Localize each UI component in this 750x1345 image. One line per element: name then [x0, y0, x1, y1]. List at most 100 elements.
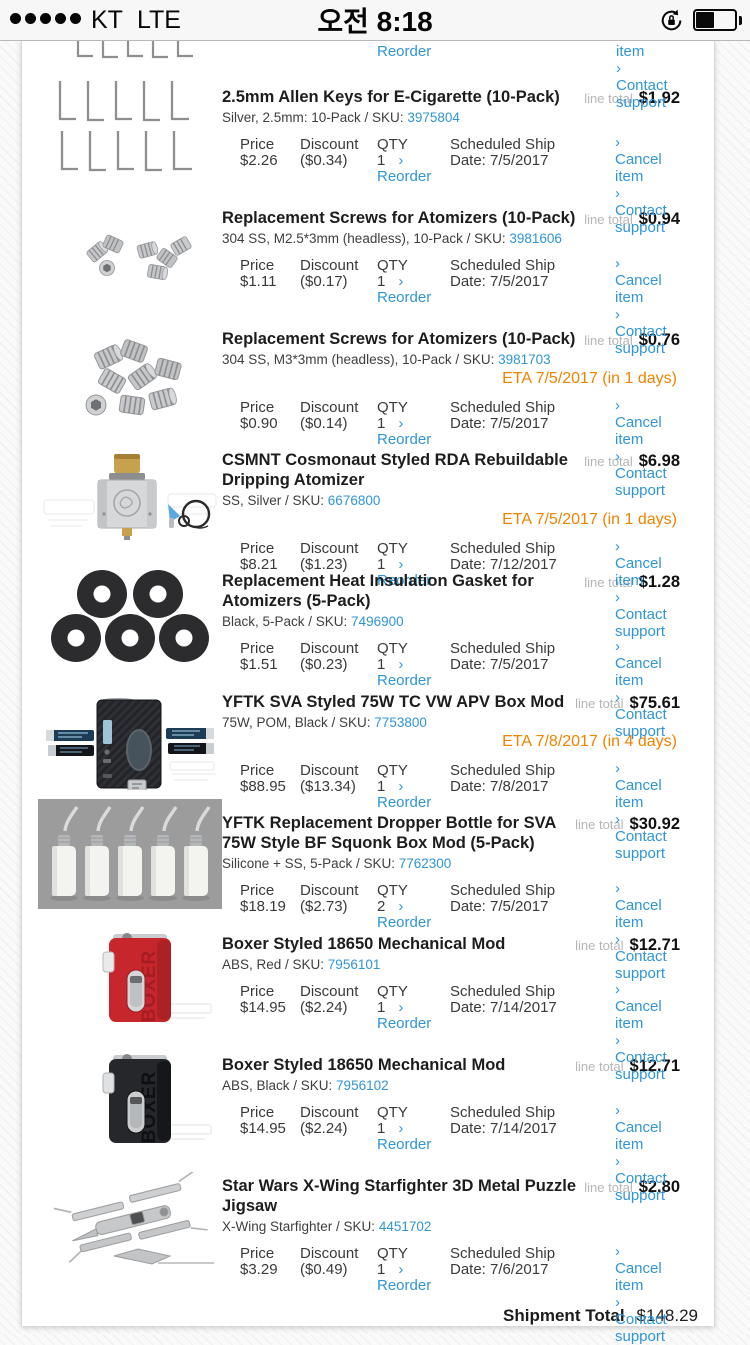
price-value: $14.95 — [240, 999, 286, 1016]
product-image[interactable] — [38, 450, 222, 571]
product-image[interactable] — [38, 329, 222, 450]
qty-chevron-icon[interactable]: › — [398, 1120, 404, 1137]
price-row: Price $1.51 Discount ($0.23) QTY 1 › Reor… — [222, 638, 667, 740]
line-total-value: $1.92 — [638, 89, 680, 107]
product-image[interactable] — [38, 570, 222, 692]
item-actions: › Cancel item › Contact support — [615, 255, 693, 357]
qty-chevron-icon[interactable]: › — [398, 273, 404, 290]
ship-date-prefix: Date: — [450, 656, 486, 673]
qty-chevron-icon[interactable]: › — [398, 999, 404, 1016]
reorder-link[interactable]: Reorder — [377, 1136, 432, 1153]
order-items-panel: Reorder item › Contact support 2.5mm All… — [21, 40, 715, 1345]
qty-chevron-icon[interactable]: › — [398, 1261, 404, 1278]
cancel-item-link[interactable]: Cancel item — [615, 998, 662, 1032]
contact-support-link[interactable]: Contact support — [615, 465, 667, 499]
sku-link[interactable]: 6676800 — [327, 493, 381, 508]
reorder-link[interactable]: Reorder — [377, 1277, 432, 1294]
sku-link[interactable]: 3981703 — [498, 352, 551, 367]
product-image[interactable] — [38, 799, 222, 934]
partial-item-top: Reorder item › Contact support — [38, 41, 698, 111]
product-image[interactable]: BOXER — [38, 933, 222, 1055]
shipment-total-label: Shipment Total — [503, 1306, 625, 1325]
cancel-item-link[interactable]: Cancel item — [615, 151, 662, 185]
reorder-link[interactable]: Reorder — [377, 431, 432, 448]
contact-support-link[interactable]: Contact support — [615, 202, 667, 236]
status-bar: KT LTE 오전 8:18 — [0, 0, 750, 41]
price-value: $14.95 — [240, 1120, 286, 1137]
cancel-item-link[interactable]: Cancel item — [615, 777, 662, 811]
ship-date-value: 7/8/2017 — [490, 778, 549, 795]
reorder-link[interactable]: Reorder — [377, 168, 432, 185]
contact-support-link[interactable]: Contact support — [615, 606, 667, 640]
qty-chevron-icon[interactable]: › — [398, 415, 404, 432]
product-info: Replacement Screws for Atomizers (10-Pac… — [222, 329, 677, 499]
cancel-item-link[interactable]: Cancel item — [615, 555, 662, 589]
product-title: Boxer Styled 18650 Mechanical Mod — [222, 935, 506, 953]
sku-link[interactable]: 4451702 — [378, 1219, 432, 1234]
qty-chevron-icon[interactable]: › — [398, 898, 404, 915]
reorder-link[interactable]: Reorder — [377, 794, 432, 811]
cancel-item-link[interactable]: Cancel item — [615, 414, 662, 448]
qty-label: QTY — [377, 257, 408, 274]
item-actions: › Cancel item › Contact support — [615, 1102, 693, 1204]
sku-link[interactable]: 7762300 — [398, 856, 452, 871]
qty-label: QTY — [377, 1104, 408, 1121]
product-title: CSMNT Cosmonaut Styled RDA Rebuildable D… — [222, 451, 568, 489]
contact-support-link[interactable]: Contact support — [615, 948, 667, 982]
cancel-item-link[interactable]: Cancel item — [615, 1260, 662, 1294]
contact-support-link[interactable]: Contact support — [615, 1049, 667, 1083]
reorder-link[interactable]: Reorder — [377, 914, 432, 931]
qty-cell: QTY 1 › Reorder — [377, 400, 450, 448]
cancel-item-link[interactable]: Cancel item — [615, 655, 662, 689]
qty-chevron-icon[interactable]: › — [398, 556, 404, 573]
sku-label: / SKU: — [451, 352, 499, 367]
cancel-item-link-tail[interactable]: item — [616, 43, 645, 60]
reorder-link[interactable]: Reorder — [377, 1015, 432, 1032]
product-image[interactable] — [38, 208, 222, 329]
reorder-link[interactable]: Reorder — [377, 672, 432, 689]
sku-link[interactable]: 7956102 — [336, 1078, 389, 1093]
sku-link[interactable]: 7956101 — [327, 957, 381, 972]
contact-support-link[interactable]: Contact support — [616, 77, 668, 111]
price-label: Price — [240, 762, 275, 779]
qty-chevron-icon[interactable]: › — [398, 656, 404, 673]
product-image[interactable] — [38, 1172, 222, 1297]
contact-support-link[interactable]: Contact support — [615, 706, 667, 740]
discount-label: Discount — [300, 1104, 359, 1121]
product-image[interactable] — [38, 81, 222, 208]
chevron-icon: › — [615, 880, 620, 897]
ship-date-value: 7/5/2017 — [490, 415, 549, 432]
ship-date-value: 7/6/2017 — [490, 1261, 549, 1278]
contact-support-link[interactable]: Contact support — [615, 323, 667, 357]
cancel-item-link[interactable]: Cancel item — [615, 272, 662, 306]
sku-link[interactable]: 7496900 — [351, 614, 404, 629]
scheduled-ship-cell: Scheduled Ship Date: 7/5/2017 — [450, 641, 609, 689]
chevron-icon: › — [615, 1153, 620, 1170]
discount-cell: Discount ($2.73) — [300, 883, 377, 931]
contact-support-link[interactable]: Contact support — [615, 828, 667, 862]
price-value: $18.19 — [240, 898, 286, 915]
product-info: Star Wars X-Wing Starfighter 3D Metal Pu… — [222, 1176, 667, 1345]
ship-date-prefix: Date: — [450, 152, 486, 169]
cancel-item-link[interactable]: Cancel item — [615, 897, 662, 931]
sku-link[interactable]: 3981606 — [509, 231, 562, 246]
reorder-link[interactable]: Reorder — [377, 572, 432, 589]
reorder-link[interactable]: Reorder — [377, 289, 432, 306]
sku-link[interactable]: 3975804 — [407, 110, 460, 125]
scheduled-ship-label: Scheduled Ship — [450, 983, 556, 1000]
reorder-link[interactable]: Reorder — [377, 43, 432, 60]
contact-support-link[interactable]: Contact support — [615, 1170, 667, 1204]
qty-chevron-icon[interactable]: › — [398, 778, 404, 795]
battery-icon — [693, 9, 737, 31]
qty-chevron-icon[interactable]: › — [398, 152, 404, 169]
product-image[interactable]: BOXER — [38, 1054, 222, 1176]
product-image[interactable] — [38, 692, 222, 813]
chevron-icon: › — [615, 1294, 620, 1311]
boxer-mod-photo: BOXER — [102, 1054, 212, 1143]
sku-link[interactable]: 7753800 — [374, 715, 427, 730]
product-info: CSMNT Cosmonaut Styled RDA Rebuildable D… — [222, 450, 677, 640]
discount-cell: Discount ($0.14) — [300, 400, 377, 448]
cancel-item-link[interactable]: Cancel item — [615, 1119, 662, 1153]
discount-label: Discount — [300, 882, 359, 899]
contact-support-link[interactable]: Contact support — [615, 1311, 667, 1345]
